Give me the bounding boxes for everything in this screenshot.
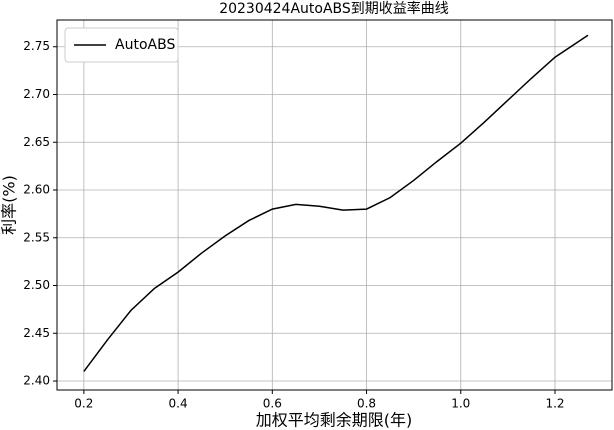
- x-tick-label: 0.2: [74, 397, 93, 411]
- x-axis-label: 加权平均剩余期限(年): [256, 411, 413, 430]
- x-tick-label: 1.0: [451, 397, 470, 411]
- y-tick-label: 2.70: [23, 87, 50, 101]
- x-tick-label: 0.8: [357, 397, 376, 411]
- y-tick-label: 2.55: [23, 230, 50, 244]
- legend-label: AutoABS: [115, 37, 175, 53]
- y-tick-label: 2.45: [23, 326, 50, 340]
- y-axis-label: 利率(%): [0, 175, 19, 235]
- y-tick-label: 2.40: [23, 374, 50, 388]
- y-tick-label: 2.60: [23, 183, 50, 197]
- y-tick-label: 2.50: [23, 278, 50, 292]
- legend-box: [64, 27, 179, 63]
- x-tick-label: 1.2: [545, 397, 564, 411]
- x-tick-label: 0.4: [169, 397, 188, 411]
- chart-title: 20230424AutoABS到期收益率曲线: [219, 0, 449, 17]
- y-tick-label: 2.75: [23, 39, 50, 53]
- line-series: [83, 34, 589, 372]
- x-tick-label: 0.6: [263, 397, 282, 411]
- y-tick-label: 2.65: [23, 135, 50, 149]
- plot-frame: [56, 19, 613, 391]
